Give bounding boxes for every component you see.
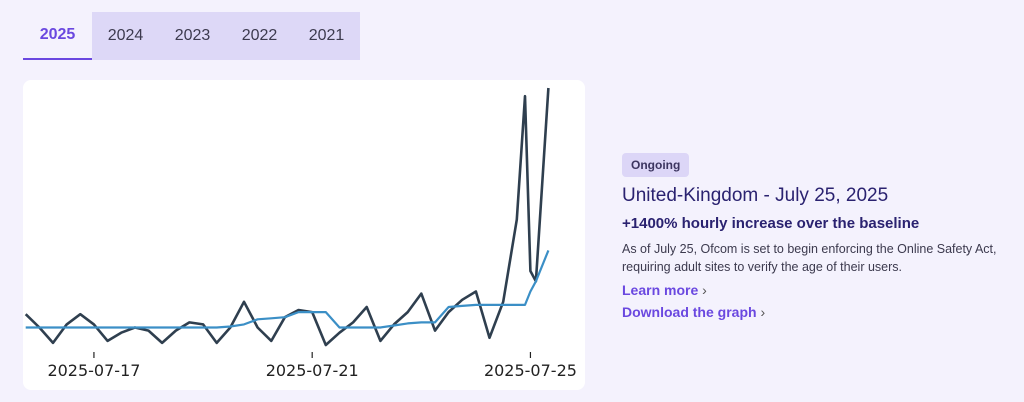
series-line: [24, 87, 550, 347]
year-tab[interactable]: 2023: [159, 12, 226, 60]
chart-panel: 2025-07-17 2025-07-21 2025-07-25: [23, 80, 585, 390]
year-tab[interactable]: 2021: [293, 12, 360, 60]
year-tab[interactable]: 2022: [226, 12, 293, 60]
chart: 2025-07-17 2025-07-21 2025-07-25: [24, 87, 577, 380]
event-card: Ongoing United-Kingdom - July 25, 2025 +…: [622, 153, 1022, 320]
x-tick-label: 2025-07-21: [266, 361, 359, 380]
status-badge: Ongoing: [622, 153, 690, 177]
x-tick-label: 2025-07-17: [47, 361, 140, 380]
download-link[interactable]: Download the graph: [622, 304, 1022, 320]
year-tab[interactable]: 2024: [92, 12, 159, 60]
event-subtitle: +1400% hourly increase over the baseline: [622, 215, 920, 232]
series-line: [25, 249, 550, 329]
event-title: United-Kingdom - July 25, 2025: [622, 185, 889, 206]
event-description: As of July 25, Ofcom is set to begin enf…: [622, 242, 997, 274]
x-tick-label: 2025-07-25: [484, 361, 577, 380]
learn-more-link[interactable]: Learn more: [622, 282, 1022, 298]
year-tabs: 2025 2024 2023 2022 2021: [23, 12, 360, 60]
year-tab[interactable]: 2025: [23, 12, 92, 60]
